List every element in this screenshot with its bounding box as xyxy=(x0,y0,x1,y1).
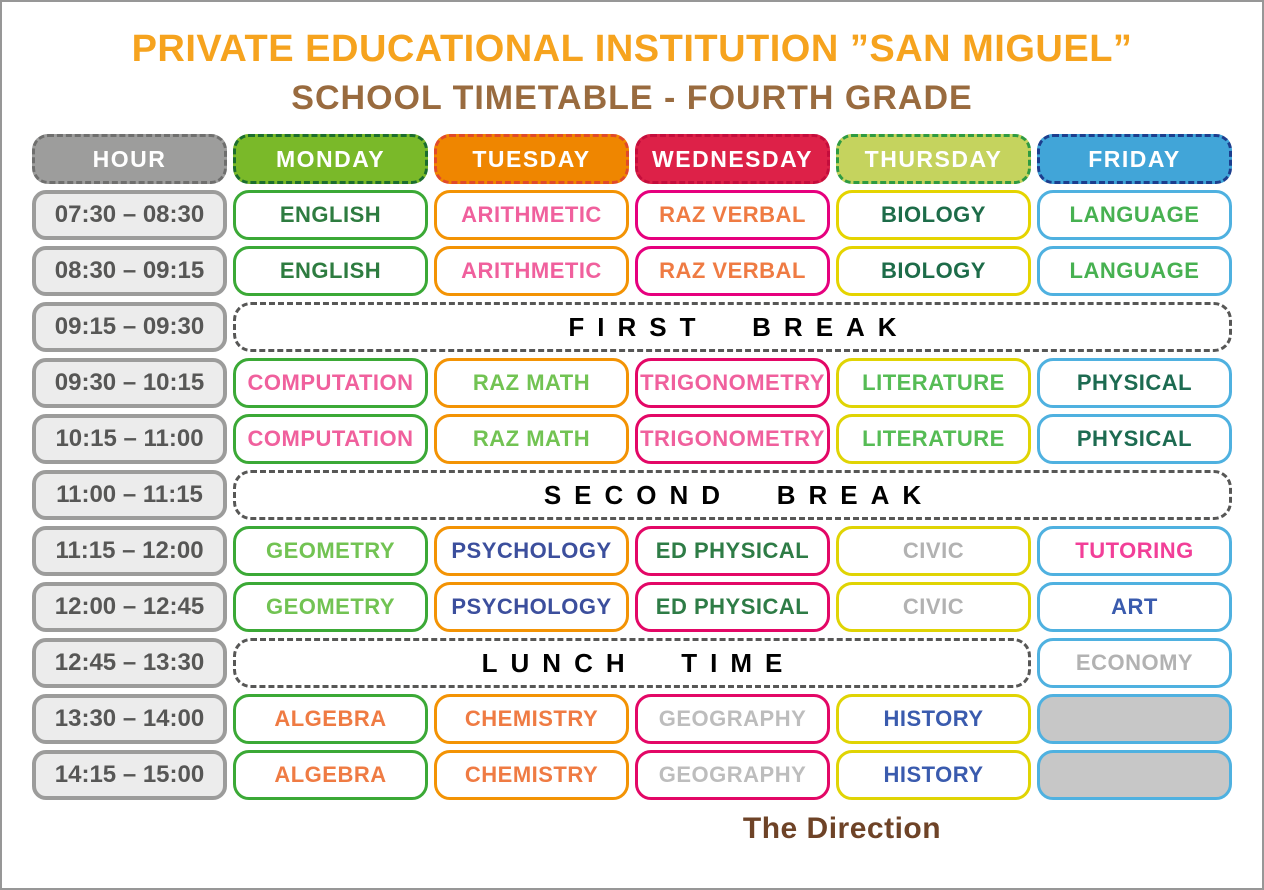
subject-cell: RAZ VERBAL xyxy=(635,190,830,240)
time-cell: 09:15 – 09:30 xyxy=(32,302,227,352)
page-title: PRIVATE EDUCATIONAL INSTITUTION ”SAN MIG… xyxy=(131,28,1133,70)
column-header-tuesday: TUESDAY xyxy=(434,134,629,184)
subject-cell: ED PHYSICAL xyxy=(635,526,830,576)
column-header-thursday: THURSDAY xyxy=(836,134,1031,184)
subject-cell: BIOLOGY xyxy=(836,246,1031,296)
time-cell: 14:15 – 15:00 xyxy=(32,750,227,800)
subject-cell: ALGEBRA xyxy=(233,694,428,744)
time-cell: 13:30 – 14:00 xyxy=(32,694,227,744)
subject-cell: RAZ MATH xyxy=(434,358,629,408)
time-cell: 08:30 – 09:15 xyxy=(32,246,227,296)
subject-cell: ENGLISH xyxy=(233,190,428,240)
subject-cell: ECONOMY xyxy=(1037,638,1232,688)
time-cell: 09:30 – 10:15 xyxy=(32,358,227,408)
empty-cell xyxy=(1037,750,1232,800)
subject-cell: LANGUAGE xyxy=(1037,246,1232,296)
subject-cell: LITERATURE xyxy=(836,414,1031,464)
time-cell: 11:15 – 12:00 xyxy=(32,526,227,576)
subject-cell: TUTORING xyxy=(1037,526,1232,576)
time-cell: 10:15 – 11:00 xyxy=(32,414,227,464)
subject-cell: ENGLISH xyxy=(233,246,428,296)
subject-cell: CIVIC xyxy=(836,526,1031,576)
subject-cell: GEOMETRY xyxy=(233,582,428,632)
subject-cell: ARITHMETIC xyxy=(434,246,629,296)
subject-cell: GEOGRAPHY xyxy=(635,694,830,744)
subject-cell: PSYCHOLOGY xyxy=(434,582,629,632)
subject-cell: PHYSICAL xyxy=(1037,358,1232,408)
subject-cell: TRIGONOMETRY xyxy=(635,414,830,464)
subject-cell: COMPUTATION xyxy=(233,358,428,408)
subject-cell: COMPUTATION xyxy=(233,414,428,464)
subject-cell: GEOMETRY xyxy=(233,526,428,576)
subject-cell: GEOGRAPHY xyxy=(635,750,830,800)
subject-cell: HISTORY xyxy=(836,750,1031,800)
column-header-wednesday: WEDNESDAY xyxy=(635,134,830,184)
break-cell: FIRST BREAK xyxy=(233,302,1232,352)
subject-cell: PHYSICAL xyxy=(1037,414,1232,464)
subject-cell: ALGEBRA xyxy=(233,750,428,800)
column-header-monday: MONDAY xyxy=(233,134,428,184)
break-cell: SECOND BREAK xyxy=(233,470,1232,520)
subject-cell: CHEMISTRY xyxy=(434,750,629,800)
footer-signature: The Direction xyxy=(742,812,942,845)
time-cell: 11:00 – 11:15 xyxy=(32,470,227,520)
column-header-hour: HOUR xyxy=(32,134,227,184)
subject-cell: CHEMISTRY xyxy=(434,694,629,744)
time-cell: 07:30 – 08:30 xyxy=(32,190,227,240)
subject-cell: RAZ VERBAL xyxy=(635,246,830,296)
subject-cell: ART xyxy=(1037,582,1232,632)
column-header-friday: FRIDAY xyxy=(1037,134,1232,184)
subject-cell: CIVIC xyxy=(836,582,1031,632)
subject-cell: BIOLOGY xyxy=(836,190,1031,240)
subject-cell: LITERATURE xyxy=(836,358,1031,408)
subject-cell: TRIGONOMETRY xyxy=(635,358,830,408)
break-cell: LUNCH TIME xyxy=(233,638,1031,688)
subject-cell: LANGUAGE xyxy=(1037,190,1232,240)
subject-cell: ED PHYSICAL xyxy=(635,582,830,632)
subject-cell: PSYCHOLOGY xyxy=(434,526,629,576)
subject-cell: HISTORY xyxy=(836,694,1031,744)
time-cell: 12:00 – 12:45 xyxy=(32,582,227,632)
timetable-grid: HOUR MONDAY TUESDAY WEDNESDAY THURSDAY FRIDAY… xyxy=(32,134,1232,800)
time-cell: 12:45 – 13:30 xyxy=(32,638,227,688)
page-subtitle: SCHOOL TIMETABLE - FOURTH GRADE xyxy=(291,79,973,117)
subject-cell: RAZ MATH xyxy=(434,414,629,464)
subject-cell: ARITHMETIC xyxy=(434,190,629,240)
empty-cell xyxy=(1037,694,1232,744)
